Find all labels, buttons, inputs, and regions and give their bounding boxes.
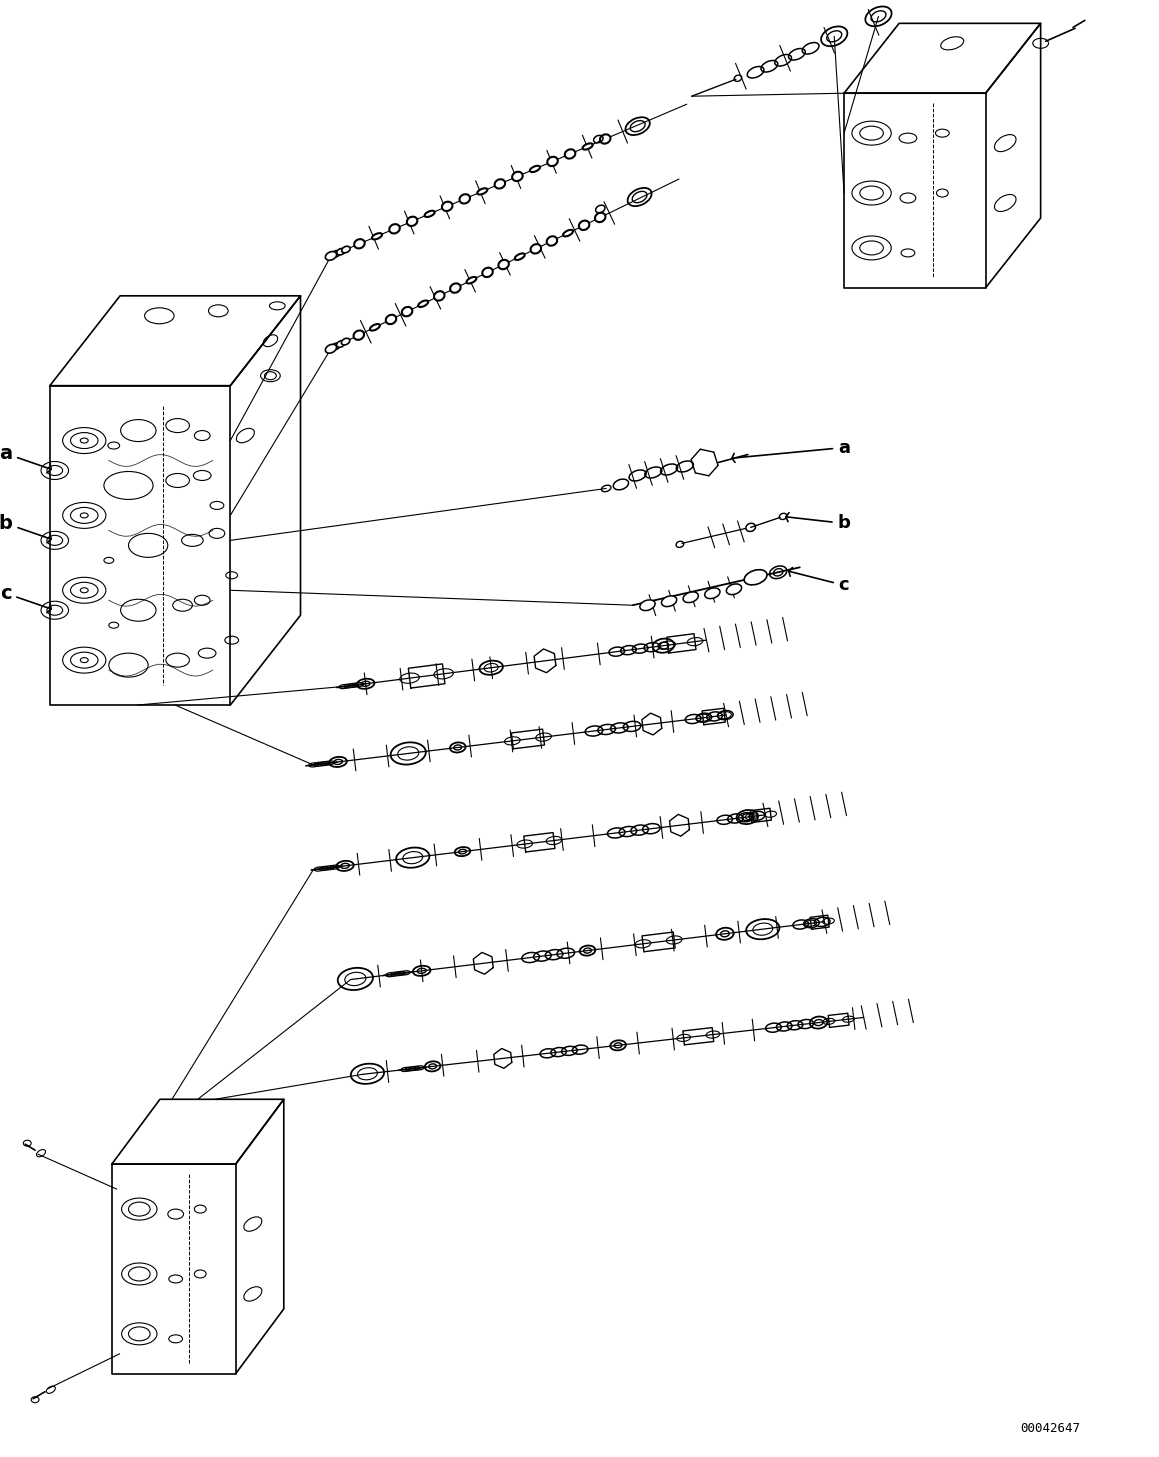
Text: a: a <box>0 444 51 474</box>
Ellipse shape <box>578 220 589 230</box>
Ellipse shape <box>389 224 400 233</box>
Ellipse shape <box>531 245 541 254</box>
Ellipse shape <box>547 157 557 166</box>
Ellipse shape <box>407 217 417 226</box>
Ellipse shape <box>327 252 335 259</box>
Ellipse shape <box>331 342 340 350</box>
Ellipse shape <box>353 331 364 339</box>
Ellipse shape <box>450 283 460 293</box>
Ellipse shape <box>418 300 428 307</box>
Ellipse shape <box>342 246 350 254</box>
Ellipse shape <box>662 596 677 606</box>
Ellipse shape <box>495 179 505 188</box>
Ellipse shape <box>512 172 523 181</box>
Ellipse shape <box>498 259 509 270</box>
Ellipse shape <box>515 254 525 259</box>
Ellipse shape <box>478 188 488 194</box>
Ellipse shape <box>370 323 380 331</box>
Ellipse shape <box>326 252 336 261</box>
Ellipse shape <box>547 236 557 246</box>
Ellipse shape <box>331 251 341 256</box>
Ellipse shape <box>337 248 345 255</box>
Text: 00042647: 00042647 <box>1020 1422 1080 1435</box>
Ellipse shape <box>424 211 435 217</box>
Ellipse shape <box>482 268 493 277</box>
Ellipse shape <box>327 345 335 353</box>
Text: c: c <box>0 584 51 612</box>
Text: c: c <box>789 568 850 594</box>
Text: b: b <box>786 513 851 532</box>
Ellipse shape <box>727 584 742 594</box>
Ellipse shape <box>595 213 605 221</box>
Ellipse shape <box>744 570 767 584</box>
Ellipse shape <box>336 341 345 347</box>
Ellipse shape <box>466 277 476 284</box>
Ellipse shape <box>640 600 655 610</box>
Ellipse shape <box>402 307 413 316</box>
Ellipse shape <box>372 233 382 239</box>
Ellipse shape <box>564 149 575 159</box>
Ellipse shape <box>326 344 336 353</box>
Ellipse shape <box>583 143 592 150</box>
Ellipse shape <box>355 239 365 249</box>
Ellipse shape <box>705 589 720 599</box>
Ellipse shape <box>459 194 471 204</box>
Text: b: b <box>0 514 51 543</box>
Ellipse shape <box>683 592 699 603</box>
Ellipse shape <box>342 338 350 345</box>
Ellipse shape <box>600 134 611 144</box>
Text: a: a <box>731 439 850 462</box>
Ellipse shape <box>563 230 573 236</box>
Ellipse shape <box>386 315 396 323</box>
Ellipse shape <box>433 291 445 300</box>
Ellipse shape <box>442 201 452 211</box>
Ellipse shape <box>530 166 540 172</box>
